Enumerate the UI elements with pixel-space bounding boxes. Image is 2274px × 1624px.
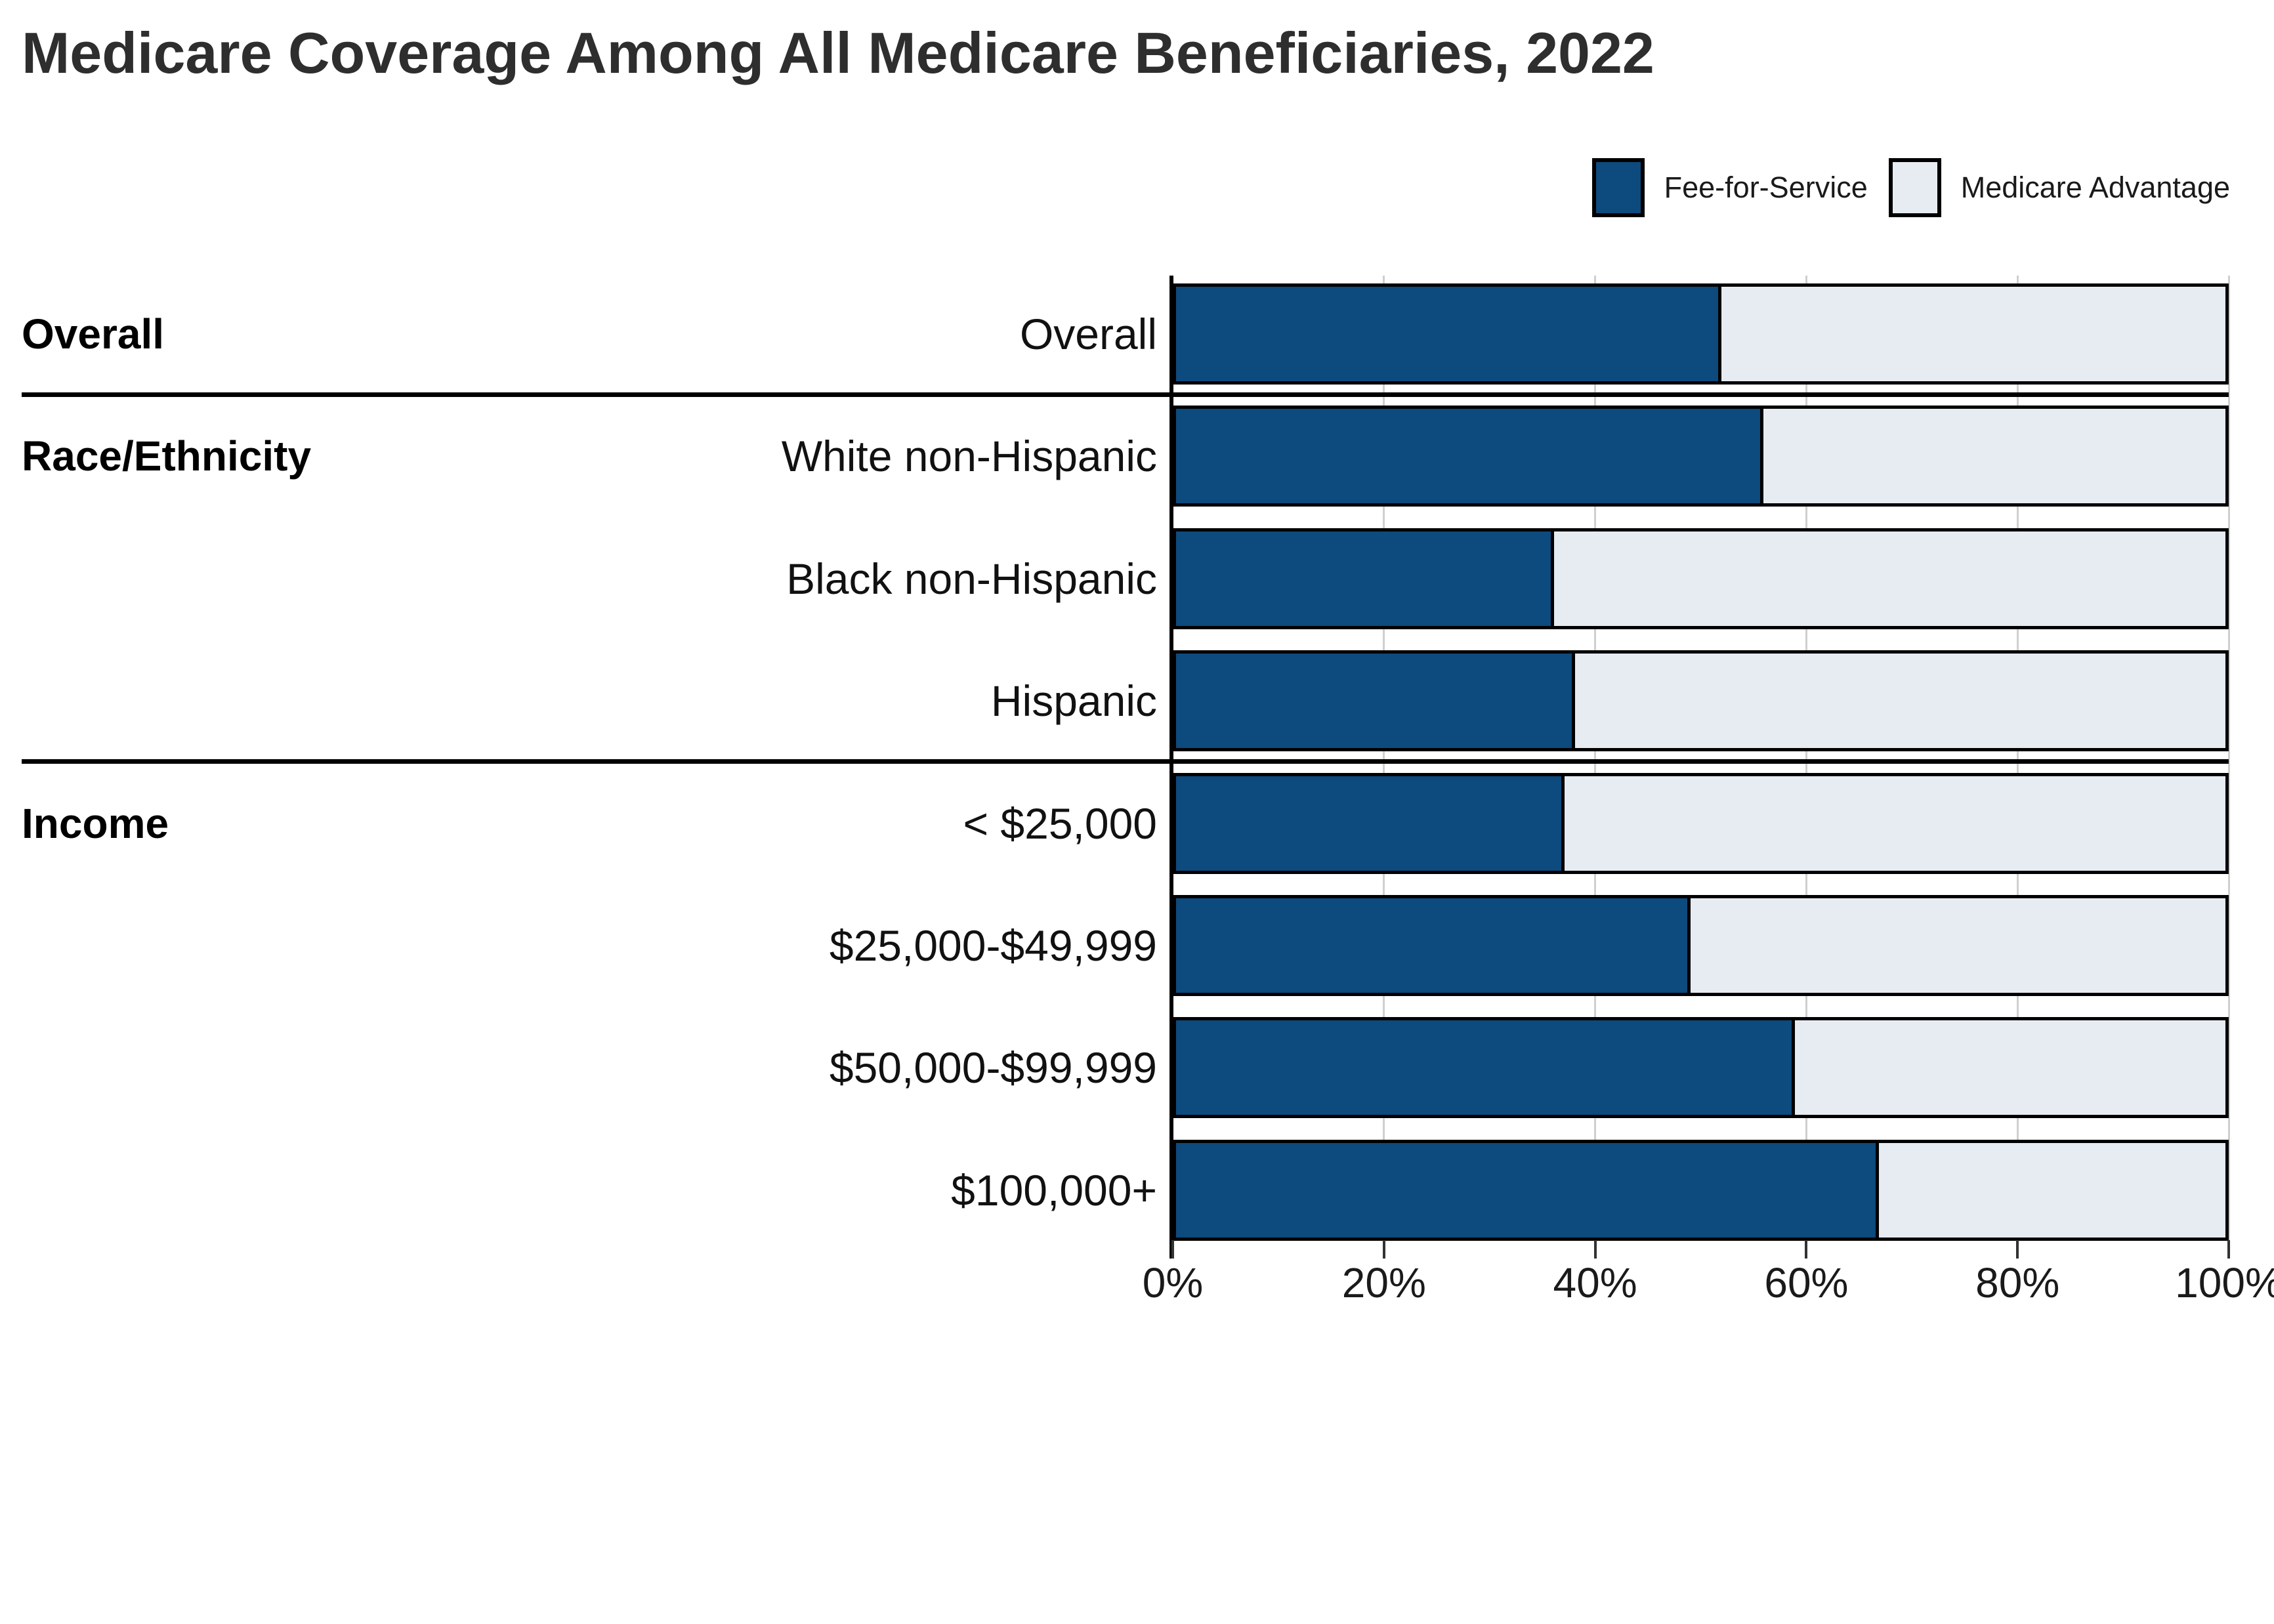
gridline [1805,276,1807,1240]
legend-item: Fee-for-Service [1591,158,1868,217]
bar-segment-fee-for-service [1176,531,1554,626]
gridline [1383,276,1385,1240]
row-label: Black non-Hispanic [786,554,1157,603]
bar-row [1173,650,2229,752]
bar-row [1173,895,2229,996]
row-label: $100,000+ [951,1165,1157,1215]
axis-tick-label: 0% [1142,1259,1204,1306]
legend-label: Medicare Advantage [1960,171,2230,204]
gridline [1594,276,1597,1240]
bar-segment-fee-for-service [1176,1020,1796,1115]
bar-segment-medicare-advantage [1564,776,2225,871]
y-axis-line [1169,276,1173,1259]
axis-tick-label: 60% [1764,1259,1849,1306]
axis-tick-label: 80% [1975,1259,2060,1306]
bar-segment-fee-for-service [1176,776,1565,871]
axis-tick [1171,1240,1174,1259]
plot-area: 0% 20% 40% 60% 80% 100% [1143,276,2274,1306]
bar-row [1173,528,2229,629]
axis-tick-label: 100% [2175,1259,2274,1306]
row-label: Overall [1019,310,1157,358]
bar-segment-fee-for-service [1176,287,1722,381]
row-label: Hispanic [990,677,1157,726]
row-label: White non-Hispanic [781,432,1157,481]
axis-tick [1593,1240,1597,1259]
legend-swatch-medicare-advantage [1888,158,1941,217]
axis-tick-label: 40% [1553,1259,1637,1306]
section-header-race-ethnicity: Race/Ethnicity [22,432,312,480]
bar-segment-fee-for-service [1176,654,1575,749]
bar-segment-medicare-advantage [1553,531,2225,626]
bar-segment-medicare-advantage [1763,409,2225,504]
row-label: < $25,000 [963,799,1157,848]
gridline [2016,276,2019,1240]
axis-tick [2227,1240,2230,1259]
axis-tick-label: 20% [1341,1259,1426,1306]
bar-row [1173,1017,2229,1119]
section-header-income: Income [22,799,169,847]
section-divider [22,392,2229,398]
bar-segment-fee-for-service [1176,1142,1880,1238]
section-header-overall: Overall [22,310,165,358]
bar-segment-fee-for-service [1176,409,1764,504]
bar-row [1173,1139,2229,1241]
section-divider [22,759,2229,764]
row-label: $25,000-$49,999 [829,921,1157,970]
legend-label: Fee-for-Service [1664,171,1868,204]
legend-swatch-fee-for-service [1591,158,1645,217]
axis-tick [1805,1240,1808,1259]
bar-row [1173,406,2229,507]
bar-segment-fee-for-service [1176,898,1691,993]
bar-row [1173,772,2229,874]
chart-title: Medicare Coverage Among All Medicare Ben… [22,20,1654,85]
bar-segment-medicare-advantage [1574,654,2225,749]
axis-tick [1382,1240,1385,1259]
chart-legend: Fee-for-Service Medicare Advantage [1591,158,2230,217]
gridline [2227,276,2230,1240]
bar-segment-medicare-advantage [1690,898,2225,993]
axis-tick [2016,1240,2019,1259]
bar-segment-medicare-advantage [1879,1142,2225,1238]
bar-segment-medicare-advantage [1721,287,2225,381]
legend-item: Medicare Advantage [1888,158,2230,217]
bar-row [1173,283,2229,385]
row-label: $50,000-$99,999 [829,1043,1157,1093]
bar-segment-medicare-advantage [1795,1020,2225,1115]
